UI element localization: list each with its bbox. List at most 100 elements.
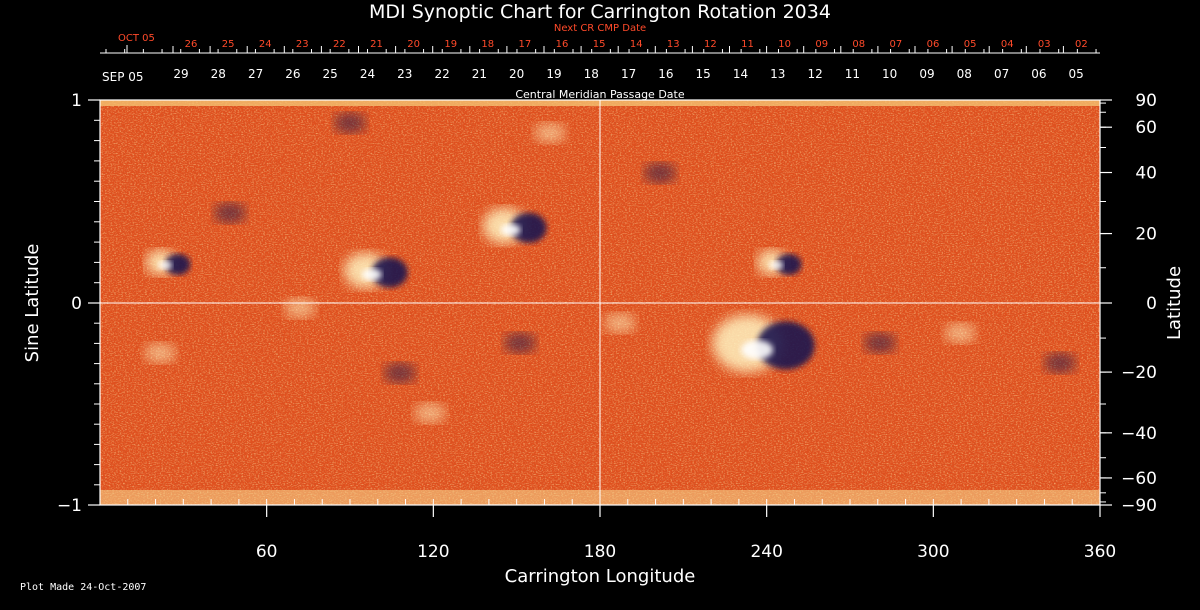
network-positive-patch — [944, 323, 976, 343]
next-cr-axis: Next CR CMP Date OCT 05 26 25 24 23 22 21 20 19… — [100, 23, 1100, 54]
cmp-date-label: 18 — [584, 67, 599, 81]
y-left-tick-label: −1 — [57, 496, 82, 516]
x-tick-label: 180 — [584, 542, 616, 562]
cmp-date-label: 05 — [1069, 67, 1084, 81]
plot-made-footer: Plot Made 24-Oct-2007 — [20, 582, 146, 593]
cmp-date-label: 20 — [509, 67, 524, 81]
next-cr-date-label: 13 — [667, 39, 680, 50]
region-core — [158, 261, 173, 270]
next-cr-date-label: 02 — [1075, 39, 1088, 50]
next-cr-date-label: 07 — [890, 39, 903, 50]
next-cr-axis-label: Next CR CMP Date — [554, 23, 646, 34]
x-tick-label: 240 — [750, 542, 782, 562]
y-right-tick-label: 90 — [1135, 91, 1157, 111]
cmp-date-label: 24 — [360, 67, 375, 81]
next-cr-date-label: 24 — [259, 39, 272, 50]
next-cr-date-label: 06 — [927, 39, 940, 50]
region-core — [500, 223, 521, 236]
next-cr-date-label: 12 — [704, 39, 717, 50]
x-axis-label: Carrington Longitude — [505, 566, 696, 587]
y-right-tick-label: −60 — [1121, 469, 1157, 489]
next-cr-date-label: 05 — [964, 39, 977, 50]
region-negative-blob — [757, 321, 815, 370]
next-cr-date-label: 25 — [222, 39, 235, 50]
network-negative-patch — [214, 203, 246, 223]
network-positive-patch — [259, 78, 291, 98]
network-positive-patch — [284, 298, 316, 318]
network-positive-patch — [414, 403, 446, 423]
cmp-date-label: 19 — [546, 67, 561, 81]
cmp-axis-label: Central Meridian Passage Date — [515, 88, 684, 101]
network-negative-patch — [864, 333, 896, 353]
x-tick-label: 360 — [1084, 542, 1116, 562]
x-tick-label: 60 — [256, 542, 278, 562]
cmp-date-label: 17 — [621, 67, 636, 81]
cmp-date-label: 10 — [882, 67, 897, 81]
cmp-date-label: 15 — [696, 67, 711, 81]
next-cr-date-label: 11 — [741, 39, 754, 50]
region-core — [741, 340, 774, 360]
cmp-date-label: 13 — [770, 67, 785, 81]
y-right-tick-label: 40 — [1135, 164, 1157, 184]
cmp-date-label: 07 — [994, 67, 1009, 81]
cmp-date-label: 29 — [173, 67, 188, 81]
region-core — [361, 268, 382, 281]
next-cr-date-label: 10 — [778, 39, 791, 50]
next-cr-date-label: 09 — [815, 39, 828, 50]
cmp-date-label: 06 — [1031, 67, 1046, 81]
next-cr-date-label: 19 — [444, 39, 457, 50]
network-negative-patch — [384, 363, 416, 383]
y-right-tick-label: 20 — [1135, 225, 1157, 245]
cmp-date-label: 23 — [397, 67, 412, 81]
cmp-date-label: 08 — [957, 67, 972, 81]
cmp-date-label: 12 — [807, 67, 822, 81]
network-positive-patch — [534, 123, 566, 143]
region-negative-blob — [165, 253, 191, 275]
next-cr-date-label: 20 — [407, 39, 420, 50]
cmp-date-label: 14 — [733, 67, 748, 81]
cmp-date-label: 27 — [248, 67, 263, 81]
next-cr-date-label: 21 — [370, 39, 383, 50]
y-right-tick-label: 0 — [1146, 294, 1157, 314]
cmp-date-label: 28 — [211, 67, 226, 81]
next-cr-date-label: 16 — [556, 39, 569, 50]
cmp-date-label: 16 — [658, 67, 673, 81]
next-cr-date-label: 17 — [519, 39, 532, 50]
next-cr-date-label: 04 — [1001, 39, 1014, 50]
cmp-date-label: 09 — [919, 67, 934, 81]
cmp-date-axis: SEP 05 Central Meridian Passage Date 29 2… — [102, 67, 1084, 101]
region-core — [769, 261, 784, 270]
next-cr-date-label: 03 — [1038, 39, 1051, 50]
next-cr-date-label: 08 — [852, 39, 865, 50]
y-right-tick-label: −40 — [1121, 424, 1157, 444]
cmp-start-label: SEP 05 — [102, 70, 144, 84]
network-negative-patch — [504, 333, 536, 353]
cmp-date-label: 25 — [323, 67, 338, 81]
network-positive-patch — [144, 343, 176, 363]
region-negative-blob — [776, 253, 802, 275]
x-tick-label: 120 — [417, 542, 449, 562]
next-cr-date-label: 22 — [333, 39, 346, 50]
chart-title: MDI Synoptic Chart for Carrington Rotati… — [369, 1, 831, 23]
cmp-date-label: 22 — [434, 67, 449, 81]
network-negative-patch — [644, 163, 676, 183]
region-negative-blob — [371, 257, 408, 288]
cmp-date-label: 26 — [285, 67, 300, 81]
y-right-tick-label: −20 — [1121, 363, 1157, 383]
region-negative-blob — [510, 212, 547, 243]
cmp-date-label: 21 — [472, 67, 487, 81]
y-left-tick-label: 1 — [71, 91, 82, 111]
next-cr-date-label: 26 — [185, 39, 198, 50]
next-cr-date-label: 15 — [593, 39, 606, 50]
y-right-tick-label: −90 — [1121, 496, 1157, 516]
next-cr-date-label: 14 — [630, 39, 643, 50]
cmp-date-label: 11 — [845, 67, 860, 81]
network-negative-patch — [334, 113, 366, 133]
network-negative-patch — [1044, 353, 1076, 373]
y-left-tick-label: 0 — [71, 294, 82, 314]
y-axis-left-label: Sine Latitude — [22, 244, 43, 363]
y-right-tick-label: 60 — [1135, 118, 1157, 138]
next-cr-date-label: 18 — [481, 39, 494, 50]
network-positive-patch — [604, 313, 636, 333]
